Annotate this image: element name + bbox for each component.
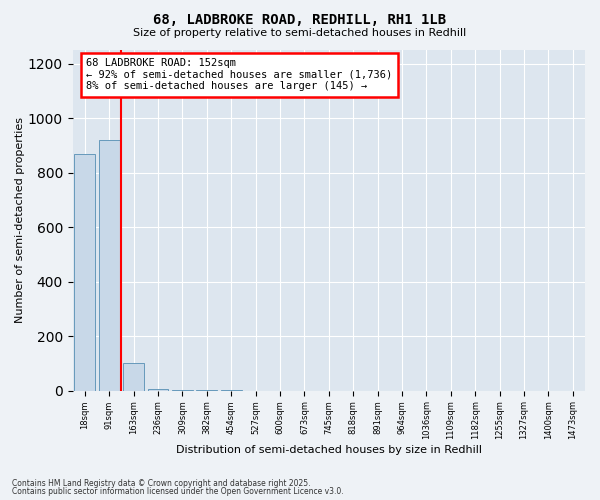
- Y-axis label: Number of semi-detached properties: Number of semi-detached properties: [15, 118, 25, 324]
- Text: Size of property relative to semi-detached houses in Redhill: Size of property relative to semi-detach…: [133, 28, 467, 38]
- Bar: [123, 364, 144, 390]
- Bar: [74, 154, 95, 390]
- Text: 68 LADBROKE ROAD: 152sqm
← 92% of semi-detached houses are smaller (1,736)
8% of: 68 LADBROKE ROAD: 152sqm ← 92% of semi-d…: [86, 58, 392, 92]
- Text: Contains HM Land Registry data © Crown copyright and database right 2025.: Contains HM Land Registry data © Crown c…: [12, 478, 311, 488]
- Bar: [148, 389, 169, 390]
- Text: 68, LADBROKE ROAD, REDHILL, RH1 1LB: 68, LADBROKE ROAD, REDHILL, RH1 1LB: [154, 12, 446, 26]
- Bar: [99, 140, 119, 390]
- X-axis label: Distribution of semi-detached houses by size in Redhill: Distribution of semi-detached houses by …: [176, 445, 482, 455]
- Text: Contains public sector information licensed under the Open Government Licence v3: Contains public sector information licen…: [12, 487, 344, 496]
